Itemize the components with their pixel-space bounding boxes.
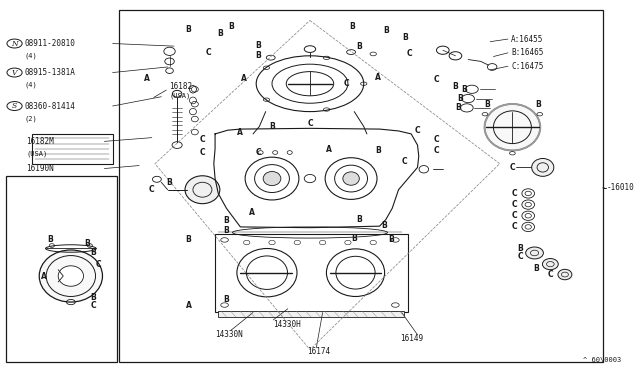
Text: C: C (434, 135, 439, 144)
Text: 16182M: 16182M (27, 137, 54, 146)
Text: C: C (511, 222, 517, 231)
Text: V: V (12, 68, 17, 77)
Circle shape (7, 68, 22, 77)
Text: A: A (326, 145, 332, 154)
Ellipse shape (58, 266, 83, 286)
Ellipse shape (484, 104, 540, 150)
Text: B: B (535, 100, 541, 109)
Text: C: C (548, 270, 553, 279)
Text: B: B (381, 221, 387, 230)
Text: (4): (4) (25, 52, 37, 59)
Text: 16182: 16182 (170, 82, 193, 91)
Text: C: C (344, 79, 349, 88)
Text: N: N (12, 39, 18, 48)
Text: C: C (95, 260, 101, 269)
Circle shape (7, 39, 22, 48)
Text: ^ 60\0003: ^ 60\0003 (583, 357, 621, 363)
Text: (4): (4) (25, 81, 37, 88)
Text: C: C (509, 163, 515, 172)
Text: B: B (356, 42, 362, 51)
Text: C: C (511, 211, 517, 220)
Text: C: C (200, 135, 205, 144)
Text: 16149: 16149 (401, 334, 424, 343)
Text: B: B (255, 51, 261, 60)
Text: A: A (144, 74, 150, 83)
Text: B: B (223, 295, 229, 304)
Text: B: B (84, 239, 90, 248)
Text: C: C (434, 146, 439, 155)
Text: C: C (402, 157, 408, 166)
Text: 08911-20810: 08911-20810 (25, 39, 76, 48)
Polygon shape (218, 311, 404, 317)
Text: B: B (461, 85, 467, 94)
Text: B: B (255, 41, 261, 50)
Text: B: B (166, 178, 172, 187)
Text: B: B (217, 29, 223, 38)
Ellipse shape (532, 158, 554, 176)
Text: 14330N: 14330N (215, 330, 243, 339)
Text: B: B (91, 248, 97, 257)
Text: (2): (2) (25, 115, 37, 122)
Text: (USA): (USA) (27, 150, 48, 157)
Text: B: B (388, 235, 394, 244)
Text: C:16475: C:16475 (511, 62, 543, 71)
Text: C: C (255, 148, 261, 157)
Text: B: B (517, 244, 523, 253)
Text: B: B (452, 82, 458, 91)
Text: C: C (407, 49, 413, 58)
Text: C: C (415, 126, 420, 135)
Text: B: B (186, 25, 191, 34)
Ellipse shape (543, 259, 558, 270)
Text: C: C (200, 148, 205, 157)
Text: 08915-1381A: 08915-1381A (25, 68, 76, 77)
Text: B: B (223, 226, 229, 235)
Text: 08360-81414: 08360-81414 (25, 102, 76, 110)
Text: (USA): (USA) (170, 93, 191, 99)
Text: B: B (456, 103, 461, 112)
Text: B: B (383, 26, 388, 35)
Text: B: B (484, 100, 490, 109)
Ellipse shape (525, 247, 543, 259)
Text: B: B (402, 33, 408, 42)
Text: A:16455: A:16455 (511, 35, 543, 44)
Text: C: C (517, 252, 523, 261)
Text: A: A (186, 301, 191, 310)
Text: 16174: 16174 (307, 347, 331, 356)
Text: 16190N: 16190N (27, 164, 54, 173)
Ellipse shape (558, 269, 572, 280)
Text: C: C (91, 301, 97, 310)
Text: 14330H: 14330H (273, 320, 301, 329)
Text: B: B (349, 22, 355, 31)
Text: A: A (249, 208, 255, 217)
Ellipse shape (263, 171, 281, 186)
Text: B: B (228, 22, 234, 31)
Text: B: B (186, 235, 191, 244)
Text: C: C (206, 48, 212, 57)
Text: A: A (237, 128, 243, 137)
Text: B: B (48, 235, 54, 244)
Text: A: A (375, 73, 381, 82)
Text: C: C (511, 200, 517, 209)
Text: B: B (269, 122, 275, 131)
Text: B: B (351, 234, 357, 243)
Text: B: B (91, 293, 97, 302)
Text: C: C (511, 189, 517, 198)
Circle shape (7, 102, 22, 110)
Ellipse shape (39, 250, 102, 302)
Text: B:16465: B:16465 (511, 48, 543, 57)
Text: C: C (434, 76, 439, 84)
Text: C: C (307, 119, 313, 128)
Ellipse shape (343, 172, 359, 185)
Text: B: B (457, 94, 463, 103)
Text: B: B (534, 264, 540, 273)
Text: C: C (149, 185, 155, 194)
Text: A: A (42, 272, 47, 280)
Text: S: S (12, 102, 17, 110)
Text: -16010: -16010 (607, 183, 634, 192)
Text: B: B (223, 216, 229, 225)
Text: B: B (356, 215, 362, 224)
Text: B: B (376, 146, 381, 155)
Text: A: A (241, 74, 246, 83)
Ellipse shape (185, 176, 220, 204)
